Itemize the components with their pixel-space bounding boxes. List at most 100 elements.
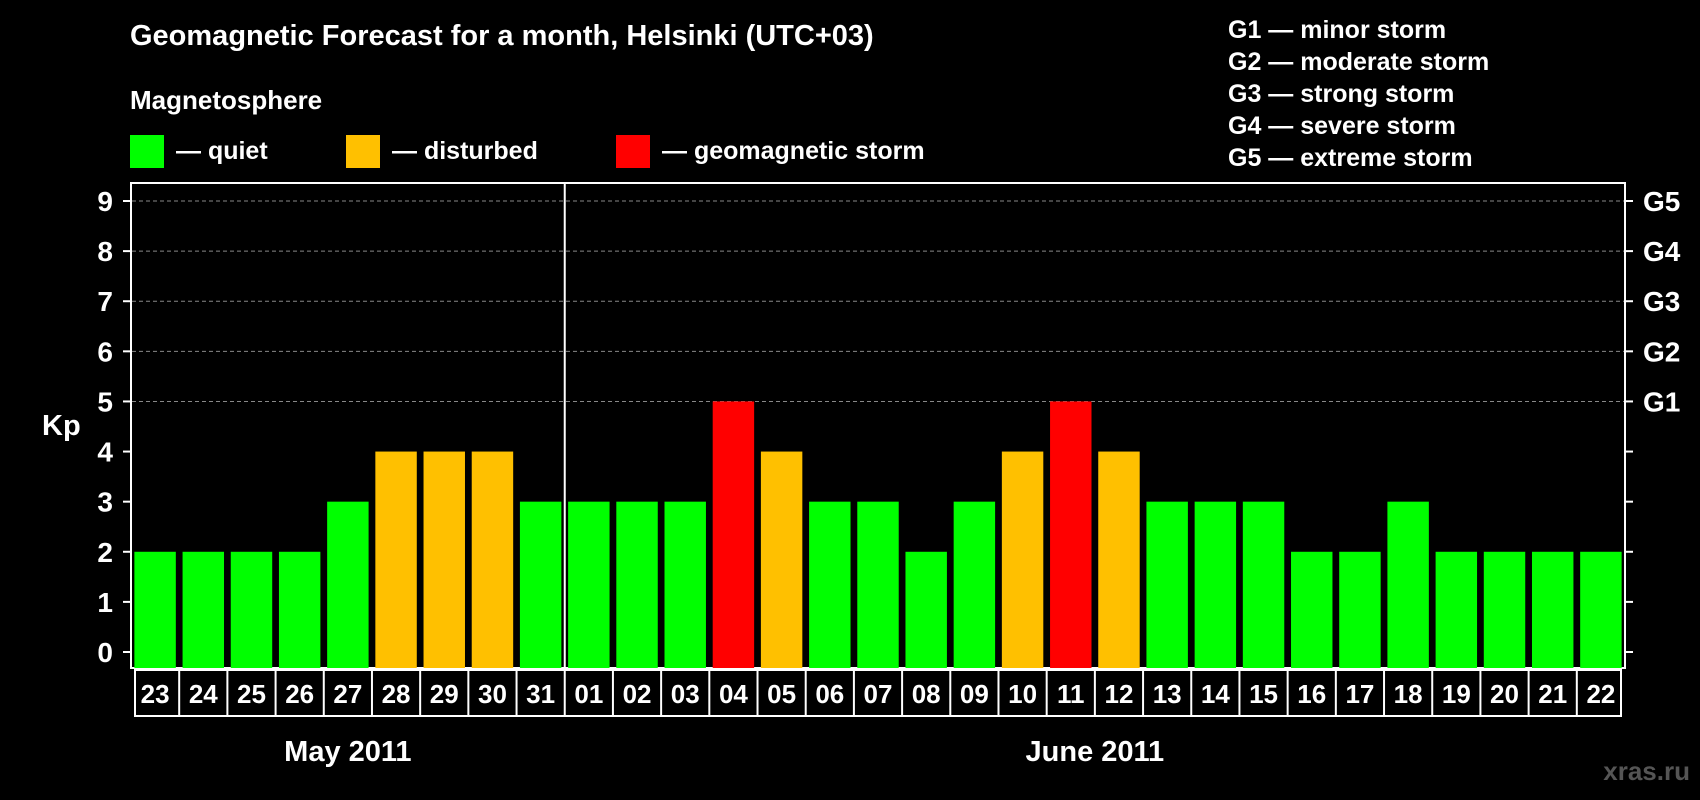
x-tick-label: 17 [1345,679,1374,709]
y-tick-label: 1 [97,587,113,618]
y-tick-label: 8 [97,236,113,267]
x-tick-label: 15 [1249,679,1278,709]
g-level-label: G1 [1643,386,1680,417]
x-tick-label: 08 [912,679,941,709]
x-tick-label: 06 [815,679,844,709]
x-tick-label: 09 [960,679,989,709]
x-tick-label: 31 [526,679,555,709]
x-tick-label: 14 [1201,679,1230,709]
bar [1098,451,1140,668]
g-level-label: G5 [1643,186,1680,217]
bar [1531,551,1574,668]
x-tick-label: 23 [141,679,170,709]
g-scale-item: G5 — extreme storm [1228,144,1473,172]
bar [712,401,755,668]
x-tick-label: 01 [574,679,603,709]
x-tick-label: 02 [623,679,652,709]
x-tick-label: 20 [1490,679,1519,709]
g-scale-item: G3 — strong storm [1228,80,1455,108]
x-tick-label: 13 [1153,679,1182,709]
legend-disturbed: — disturbed [346,134,538,168]
bar [1291,551,1333,668]
bar [1146,501,1188,668]
x-tick-label: 25 [237,679,266,709]
x-tick-label: 12 [1105,679,1134,709]
date-row [134,669,1622,717]
y-tick-label: 4 [97,437,113,468]
g-level-label: G2 [1643,336,1680,367]
legend-swatch-quiet [130,134,164,168]
x-tick-label: 04 [719,679,748,709]
bar [905,551,947,668]
bar [857,501,899,668]
bar [1339,551,1381,668]
bar [519,501,562,668]
g-scale-legend: G1 — minor storm G2 — moderate storm G3 … [1228,14,1489,174]
x-tick-label: 26 [285,679,314,709]
chart-title: Geomagnetic Forecast for a month, Helsin… [130,20,874,52]
bar [1001,451,1044,668]
bar [278,551,321,668]
g-scale-item: G1 — minor storm [1228,16,1447,44]
x-tick-label: 30 [478,679,507,709]
x-tick-label: 28 [382,679,411,709]
x-tick-label: 10 [1008,679,1037,709]
x-tick-label: 29 [430,679,459,709]
x-tick-label: 16 [1297,679,1326,709]
bar [664,501,706,668]
x-tick-label: 27 [333,679,362,709]
bar [953,501,996,668]
y-tick-label: 7 [97,286,113,317]
legend-title: Magnetosphere [130,85,323,115]
bar [134,551,176,668]
bar [423,451,465,668]
legend-label-quiet: — quiet [176,136,268,165]
bar [760,451,803,668]
bar [182,551,225,668]
g-scale-item: G4 — severe storm [1228,112,1456,140]
g-level-label: G3 [1643,286,1680,317]
bar [809,501,851,668]
bar [230,551,273,668]
month-label-may: May 2011 [284,736,412,768]
bar [327,501,369,668]
legend-label-disturbed: — disturbed [392,136,538,165]
y-tick-label: 6 [97,336,113,367]
x-tick-label: 11 [1057,679,1085,709]
y-tick-label: 0 [97,637,113,668]
bar [1242,501,1285,668]
bar [1483,551,1526,668]
bar [1194,501,1237,668]
watermark: xras.ru [1603,756,1690,786]
legend-swatch-storm [616,134,650,168]
x-tick-label: 05 [767,679,796,709]
bar [616,501,658,668]
y-tick-label: 3 [97,487,113,518]
y-tick-label: 2 [97,537,113,568]
y-tick-label: 9 [97,186,113,217]
g-level-label: G4 [1643,236,1681,267]
bar [471,451,514,668]
month-label-june: June 2011 [1025,736,1165,768]
bar [568,501,610,668]
bar [1050,401,1092,668]
bar [375,451,417,668]
x-tick-label: 03 [671,679,700,709]
x-tick-label: 21 [1538,679,1567,709]
x-tick-label: 19 [1442,679,1471,709]
bar [1580,551,1622,668]
y-tick-label: 5 [97,386,113,417]
bar [1435,551,1478,668]
legend-quiet: — quiet [130,134,268,168]
x-tick-label: 24 [189,679,218,709]
x-tick-label: 18 [1394,679,1423,709]
legend-storm: — geomagnetic storm [616,134,925,168]
y-axis-label: Kp [42,410,81,442]
bar [1387,501,1429,668]
x-tick-label: 22 [1586,679,1615,709]
g-scale-item: G2 — moderate storm [1228,48,1490,76]
x-tick-label: 07 [864,679,893,709]
legend-label-storm: — geomagnetic storm [662,136,925,165]
legend-swatch-disturbed [346,134,380,168]
